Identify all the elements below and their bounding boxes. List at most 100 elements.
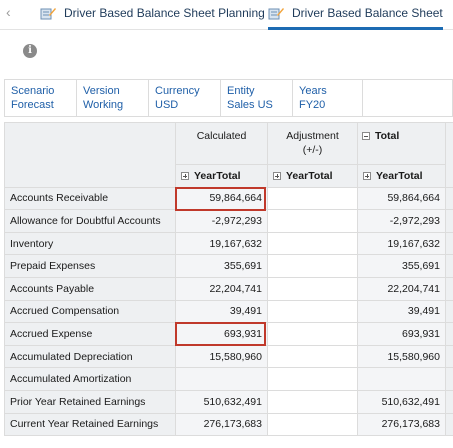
cell-adjustment[interactable] — [267, 254, 358, 278]
grid-edge — [445, 344, 453, 369]
cell-adjustment[interactable] — [267, 276, 358, 301]
column-header-label: Calculated — [196, 130, 247, 142]
pov-entity[interactable]: Entity Sales US — [221, 80, 293, 116]
table-row: Accrued Expense 693,931 693,931 — [4, 322, 453, 346]
cell-adjustment[interactable] — [267, 299, 358, 324]
cell-adjustment[interactable] — [267, 186, 358, 211]
row-header: Current Year Retained Earnings — [4, 412, 176, 437]
cell-total[interactable]: 693,931 — [357, 322, 446, 346]
cell-calculated[interactable]: 59,864,664 — [175, 186, 268, 211]
table-row: Accounts Payable 22,204,741 22,204,741 — [4, 276, 453, 301]
row-header: Accounts Payable — [4, 276, 176, 301]
period-header: YearTotal — [267, 164, 358, 188]
grid-edge — [445, 389, 453, 414]
cell-total[interactable]: 39,491 — [357, 299, 446, 324]
pov-version[interactable]: Version Working — [77, 80, 149, 116]
tab-bar: ‹ Driver Based Balance Sheet Planning Dr… — [0, 0, 453, 30]
chevron-left-icon[interactable]: ‹ — [6, 4, 11, 20]
form-pencil-icon — [268, 8, 284, 20]
cell-total[interactable]: 19,167,632 — [357, 231, 446, 256]
column-header-label: Adjustment — [286, 130, 339, 142]
table-row: Current Year Retained Earnings 276,173,68… — [4, 412, 453, 437]
tab-label: Driver Based Balance Sheet Planning — [64, 6, 265, 20]
pov-years[interactable]: Years FY20 — [293, 80, 363, 116]
column-header-total: Total — [357, 122, 446, 165]
pov-member[interactable]: FY20 — [299, 99, 326, 111]
cell-adjustment[interactable] — [267, 412, 358, 437]
column-header-label: Total — [375, 130, 400, 142]
expand-icon[interactable] — [181, 171, 189, 180]
period-label: YearTotal — [286, 169, 333, 182]
expand-icon[interactable] — [273, 171, 281, 180]
grid-edge — [445, 186, 453, 211]
cell-calculated[interactable]: 39,491 — [175, 299, 268, 324]
cell-total[interactable] — [357, 367, 446, 391]
table-row: Prepaid Expenses 355,691 355,691 — [4, 254, 453, 278]
grid-edge — [445, 367, 453, 391]
cell-total[interactable]: 510,632,491 — [357, 389, 446, 414]
pov-member[interactable]: Forecast — [11, 99, 54, 111]
period-label: YearTotal — [376, 169, 423, 182]
corner-cell — [4, 122, 176, 188]
info-icon[interactable]: i — [23, 44, 37, 58]
cell-calculated[interactable] — [175, 367, 268, 391]
cell-adjustment[interactable] — [267, 209, 358, 233]
cell-calculated[interactable]: 22,204,741 — [175, 276, 268, 301]
pov-dimension: Entity — [227, 85, 255, 97]
pov-dimension: Version — [83, 85, 120, 97]
cell-calculated[interactable]: -2,972,293 — [175, 209, 268, 233]
tab-driver-based-balance-sheet[interactable]: Driver Based Balance Sheet — [268, 0, 443, 30]
cell-total[interactable]: 59,864,664 — [357, 186, 446, 211]
table-row: Accounts Receivable 59,864,664 59,864,664 — [4, 186, 453, 211]
period-header: YearTotal — [357, 164, 446, 188]
cell-adjustment[interactable] — [267, 389, 358, 414]
row-header: Allowance for Doubtful Accounts — [4, 209, 176, 233]
cell-calculated[interactable]: 355,691 — [175, 254, 268, 278]
form-pencil-icon — [40, 8, 56, 20]
expand-icon[interactable] — [363, 171, 371, 180]
cell-calculated[interactable]: 276,173,683 — [175, 412, 268, 437]
row-header: Accrued Expense — [4, 322, 176, 346]
period-label: YearTotal — [194, 169, 241, 182]
pov-dimension: Scenario — [11, 85, 55, 97]
cell-total[interactable]: 15,580,960 — [357, 344, 446, 369]
cell-calculated[interactable]: 693,931 — [175, 322, 268, 346]
cell-adjustment[interactable] — [267, 344, 358, 369]
pov-member[interactable]: Sales US — [227, 99, 273, 111]
row-header: Accounts Receivable — [4, 186, 176, 211]
row-header: Prepaid Expenses — [4, 254, 176, 278]
pov-member[interactable]: USD — [155, 99, 179, 111]
table-row: Accumulated Amortization — [4, 367, 453, 391]
data-grid: Calculated Adjustment (+/-) Total YearTo… — [4, 122, 453, 437]
table-row: Prior Year Retained Earnings 510,632,491 5… — [4, 389, 453, 414]
column-header-label: (+/-) — [302, 144, 323, 156]
row-header: Prior Year Retained Earnings — [4, 389, 176, 414]
cell-total[interactable]: -2,972,293 — [357, 209, 446, 233]
cell-calculated[interactable]: 19,167,632 — [175, 231, 268, 256]
pov-member[interactable]: Working — [83, 99, 124, 111]
grid-edge — [445, 322, 453, 346]
period-header: YearTotal — [175, 164, 268, 188]
cell-total[interactable]: 22,204,741 — [357, 276, 446, 301]
column-header-adjustment: Adjustment (+/-) — [267, 122, 358, 165]
pov-currency[interactable]: Currency USD — [149, 80, 221, 116]
cell-calculated[interactable]: 15,580,960 — [175, 344, 268, 369]
grid-edge — [445, 231, 453, 256]
tab-label: Driver Based Balance Sheet — [292, 6, 443, 20]
row-header: Accumulated Depreciation — [4, 344, 176, 369]
pov-scenario[interactable]: Scenario Forecast — [5, 80, 77, 116]
grid-edge — [445, 412, 453, 437]
grid-edge — [445, 209, 453, 233]
cell-total[interactable]: 355,691 — [357, 254, 446, 278]
cell-adjustment[interactable] — [267, 367, 358, 391]
pov-dimension: Currency — [155, 85, 200, 97]
cell-adjustment[interactable] — [267, 231, 358, 256]
tab-driver-based-balance-sheet-planning[interactable]: Driver Based Balance Sheet Planning — [40, 0, 265, 30]
cell-total[interactable]: 276,173,683 — [357, 412, 446, 437]
row-header: Inventory — [4, 231, 176, 256]
table-row: Accumulated Depreciation 15,580,960 15,580… — [4, 344, 453, 369]
pov-dimension: Years — [299, 85, 327, 97]
collapse-icon[interactable] — [362, 132, 370, 140]
cell-calculated[interactable]: 510,632,491 — [175, 389, 268, 414]
cell-adjustment[interactable] — [267, 322, 358, 346]
